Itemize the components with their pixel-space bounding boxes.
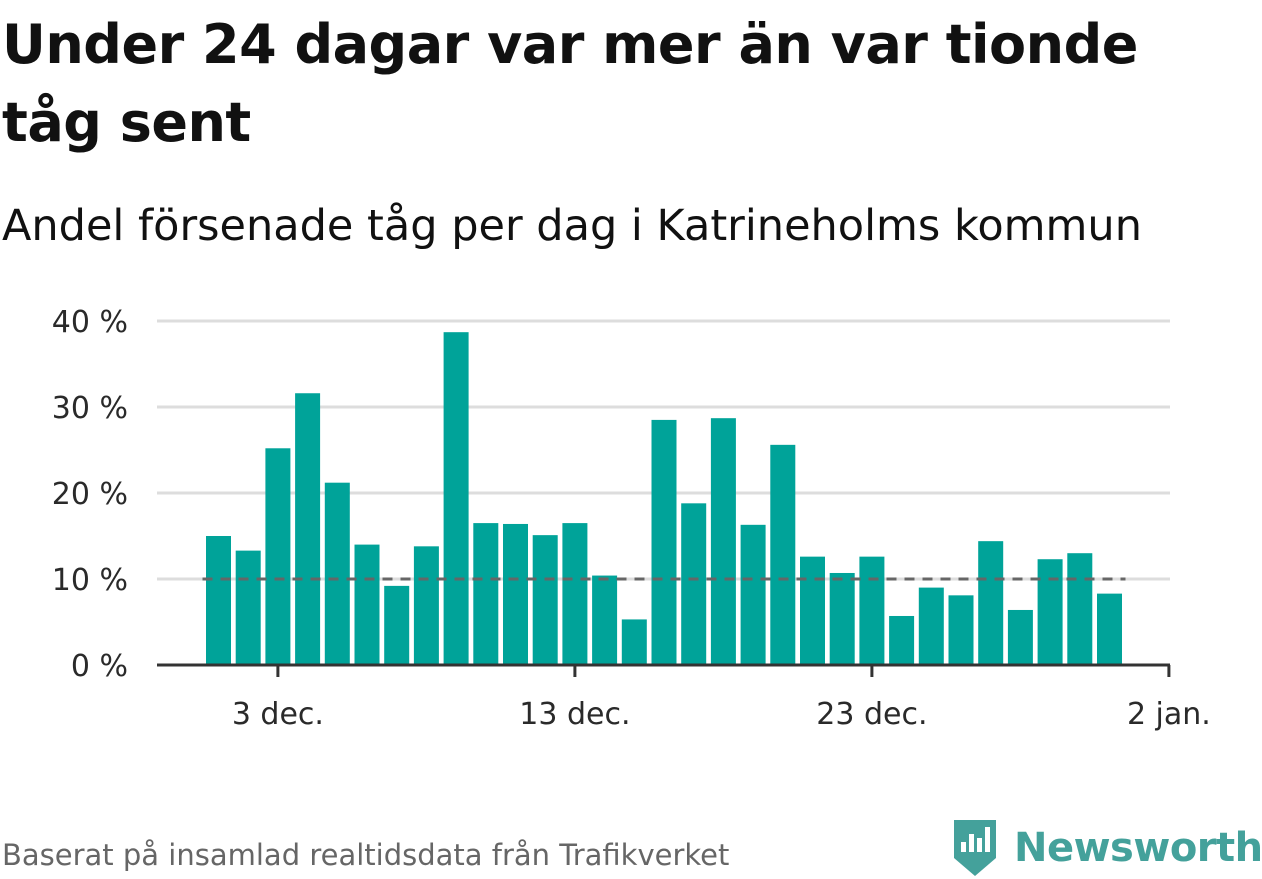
y-axis-tick-labels: 0 % 10 % 20 % 30 % 40 % <box>52 305 128 684</box>
bar <box>532 535 558 665</box>
x-axis <box>157 663 1171 677</box>
bar <box>1007 609 1033 665</box>
bar <box>1037 559 1063 665</box>
x-tick-label: 13 dec. <box>519 697 630 732</box>
bar <box>800 556 825 665</box>
bar <box>1067 553 1093 665</box>
bar <box>413 546 439 665</box>
bar <box>562 523 588 665</box>
bar <box>889 615 915 665</box>
bar <box>681 503 707 665</box>
bar <box>324 482 350 665</box>
bars <box>206 332 1122 665</box>
newsworthy-logo-text: Newsworthy <box>1014 825 1262 871</box>
bar <box>265 448 291 665</box>
bar <box>651 419 677 665</box>
x-tick-label: 2 jan. <box>1127 697 1211 732</box>
bar <box>978 541 1004 665</box>
x-tick-label: 23 dec. <box>816 697 927 732</box>
y-tick-label: 40 % <box>52 305 128 340</box>
bar <box>206 536 231 665</box>
bar <box>948 595 974 665</box>
bar <box>918 587 944 665</box>
bar <box>235 550 261 665</box>
y-tick-label: 30 % <box>52 391 128 426</box>
bar <box>354 544 380 665</box>
bar <box>859 556 885 665</box>
newsworthy-logo-icon <box>954 820 996 876</box>
newsworthy-logo: Newsworthy <box>950 818 1262 878</box>
bar <box>829 572 855 665</box>
bar <box>770 444 796 665</box>
y-tick-label: 10 % <box>52 563 128 598</box>
source-note: Baserat på insamlad realtidsdata från Tr… <box>2 838 730 872</box>
bar <box>621 619 647 665</box>
bar <box>710 418 736 665</box>
bar <box>384 585 410 665</box>
bar <box>740 524 766 665</box>
bar <box>592 575 618 665</box>
bar <box>1097 593 1122 665</box>
bar <box>503 523 528 665</box>
chart-subtitle: Andel försenade tåg per dag i Katrinehol… <box>2 201 1142 251</box>
y-tick-label: 20 % <box>52 477 128 512</box>
chart-title: Under 24 dagar var mer än var tionde tåg… <box>2 13 1138 154</box>
bar <box>443 332 469 665</box>
bar <box>295 393 321 665</box>
y-tick-label: 0 % <box>71 649 128 684</box>
x-axis-tick-labels: 3 dec. 13 dec. 23 dec. 2 jan. <box>232 697 1211 732</box>
x-tick-label: 3 dec. <box>232 697 324 732</box>
bar <box>473 523 499 665</box>
